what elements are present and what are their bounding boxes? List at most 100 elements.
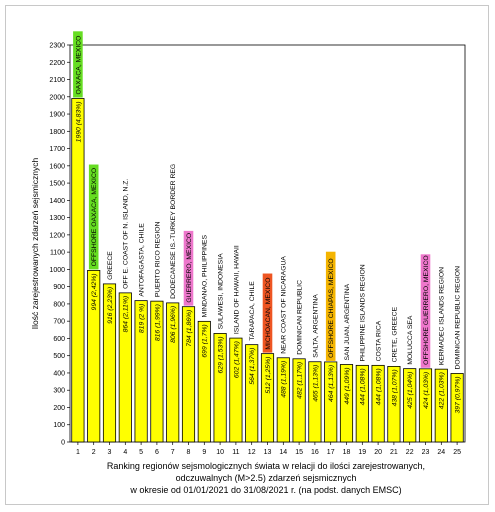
x-tick-label: 7 (171, 449, 175, 456)
region-highlight (73, 31, 83, 98)
bar-value-label: 465 (1,13%) (312, 365, 319, 402)
y-tick-label: 1000 (49, 267, 65, 274)
region-label: MINDANAO, PHILIPPINES (202, 235, 209, 318)
bar (418, 368, 433, 443)
bar-value-label: 1990 (4,83%) (75, 102, 82, 143)
region-label: PUERTO RICO REGION (154, 221, 161, 297)
y-tick-label: 0 (61, 440, 65, 447)
bar-value-label: 512 (1,25%) (265, 357, 272, 394)
region-highlight (420, 254, 431, 368)
bar (118, 292, 132, 443)
y-tick-label: 2100 (49, 77, 65, 84)
x-tick-label: 20 (374, 449, 382, 456)
x-tick-label: 21 (390, 449, 398, 456)
bar (213, 333, 227, 443)
x-tick-label: 18 (343, 449, 351, 456)
bar-value-label: 819 (2 %) (139, 304, 146, 333)
x-axis-label-line-3: w okresie od 01/01/2021 do 31/08/2021 r.… (129, 485, 401, 495)
bar-value-label: 425 (1,04%) (407, 372, 414, 409)
y-tick-label: 300 (53, 388, 65, 395)
bar (355, 364, 369, 443)
bar-value-label: 699 (1,7%) (202, 324, 209, 357)
x-axis-label-line-2: odczuwalnych (M>2.5) zdarzeń sejsmicznyc… (176, 473, 357, 483)
y-tick-label: 2000 (49, 94, 65, 101)
y-tick-label: 1200 (49, 232, 65, 239)
chart-frame (5, 5, 489, 505)
y-tick-label: 700 (53, 319, 65, 326)
x-tick-label: 25 (453, 449, 461, 456)
region-label: DOMINICAN REPUBLIC REGION (455, 266, 462, 370)
region-label: OAXACA, MEXICO (75, 36, 82, 95)
y-tick-label: 1900 (49, 112, 65, 119)
x-tick-label: 12 (248, 449, 256, 456)
bar (387, 365, 401, 443)
bar (308, 361, 322, 443)
x-tick-label: 15 (295, 449, 303, 456)
x-tick-label: 17 (327, 449, 335, 456)
y-tick-label: 1300 (49, 215, 65, 222)
region-label: OFFSHORE OAXACA, MEXICO (91, 168, 98, 267)
x-tick-label: 3 (108, 449, 112, 456)
region-label: SULAWESI, INDONESIA (218, 253, 225, 330)
x-tick-label: 10 (216, 449, 224, 456)
bar-value-label: 806 (1,96%) (170, 306, 177, 343)
bar-value-label: 488 (1,19%) (281, 361, 288, 398)
y-tick-label: 2200 (49, 60, 65, 67)
bar (134, 300, 148, 443)
region-label: KERMADEC ISLANDS REGION (439, 267, 446, 365)
bar (260, 353, 275, 443)
region-label: CRETE, GREECE (391, 306, 398, 362)
bar (450, 373, 464, 443)
y-tick-label: 900 (53, 284, 65, 291)
region-label: GUERRERO, MEXICO (186, 233, 193, 303)
bar (292, 358, 306, 443)
region-label: ISLAND OF HAWAII, HAWAII (233, 245, 240, 334)
bar-value-label: 464 (1,13%) (328, 365, 335, 402)
x-tick-label: 24 (437, 449, 445, 456)
x-tick-label: 22 (406, 449, 414, 456)
bar-value-label: 397 (0,97%) (455, 376, 462, 413)
y-tick-label: 1800 (49, 129, 65, 136)
x-tick-label: 8 (187, 449, 191, 456)
region-label: DODECANESE IS.-TURKEY BORDER REG (170, 164, 177, 299)
bar-value-label: 444 (1,08%) (376, 368, 383, 405)
x-axis-label-line-1: Ranking regionów sejsmologicznych świata… (107, 461, 425, 471)
bar-value-label: 444 (1,08%) (360, 368, 367, 405)
bar (245, 344, 259, 443)
y-tick-label: 2300 (49, 43, 65, 50)
x-tick-label: 1 (76, 449, 80, 456)
region-label: MICHOACAN, MEXICO (265, 277, 272, 349)
x-tick-label: 2 (92, 449, 96, 456)
bar (229, 337, 243, 443)
x-tick-label: 5 (139, 449, 143, 456)
region-label: GREECE (107, 251, 114, 280)
bar-value-label: 994 (2,42%) (91, 273, 98, 310)
y-tick-label: 500 (53, 353, 65, 360)
x-tick-label: 16 (311, 449, 319, 456)
x-tick-label: 6 (155, 449, 159, 456)
y-tick-label: 400 (53, 370, 65, 377)
bar (434, 368, 448, 443)
bar (71, 98, 85, 443)
region-highlight (262, 273, 273, 353)
region-highlight (183, 230, 194, 306)
bar (181, 306, 196, 443)
region-highlight (325, 251, 336, 361)
x-tick-label: 9 (202, 449, 206, 456)
bar-value-label: 564 (1,37%) (249, 348, 256, 385)
bar (150, 300, 164, 443)
region-label: PHILIPPINE ISLANDS REGION (360, 264, 367, 361)
bar-value-label: 816 (1,99%) (154, 304, 161, 341)
y-tick-label: 100 (53, 422, 65, 429)
bar (403, 368, 417, 443)
bar-value-label: 482 (1,17%) (297, 362, 304, 399)
bar (324, 361, 338, 443)
bar-value-label: 602 (1,47%) (233, 341, 240, 378)
bar (276, 357, 290, 443)
bar-value-label: 422 (1,03%) (439, 372, 446, 409)
y-tick-label: 1500 (49, 181, 65, 188)
bar-value-label: 438 (1,07%) (391, 369, 398, 406)
bar-value-label: 629 (1,53%) (218, 336, 225, 373)
y-tick-label: 1400 (49, 198, 65, 205)
y-axis-label: Ilość zarejestrowanych zdarzeń sejsmiczn… (30, 157, 40, 329)
